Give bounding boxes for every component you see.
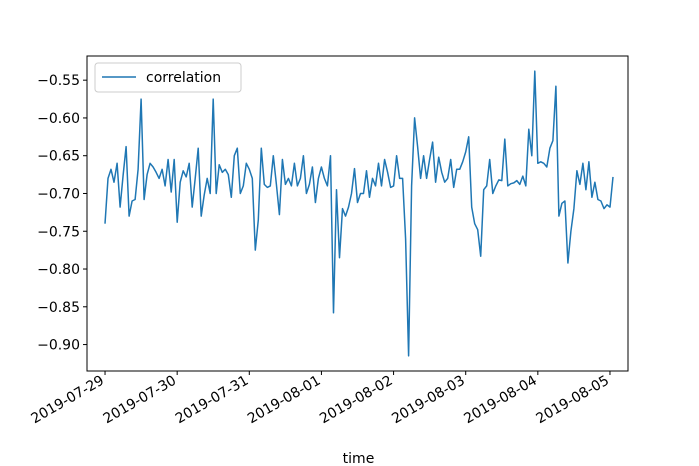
y-tick-label: −0.55 [37, 73, 80, 89]
legend-label-correlation: correlation [146, 70, 221, 86]
y-tick-label: −0.60 [37, 111, 80, 127]
y-tick-label: −0.70 [37, 186, 80, 202]
series-layer [104, 70, 614, 357]
x-tick-label: 2019-07-31 [173, 373, 251, 428]
y-tick-label: −0.75 [37, 224, 80, 240]
x-tick-label: 2019-08-02 [317, 373, 395, 428]
x-axis-ticks: 2019-07-292019-07-302019-07-312019-08-01… [29, 371, 612, 427]
x-tick-label: 2019-08-04 [461, 373, 540, 428]
x-tick-label: 2019-08-03 [389, 373, 467, 428]
x-tick-label: 2019-07-30 [101, 373, 179, 428]
x-axis-title: time [343, 451, 375, 466]
x-tick-label: 2019-08-01 [245, 373, 323, 428]
y-tick-label: −0.65 [37, 149, 80, 165]
series-line-correlation [104, 70, 614, 357]
x-tick-label: 2019-07-29 [29, 373, 107, 428]
legend-box [94, 62, 242, 93]
y-tick-label: −0.90 [37, 338, 80, 354]
x-tick-label: 2019-08-05 [533, 373, 611, 428]
y-tick-label: −0.80 [37, 262, 80, 278]
y-axis-ticks: −0.55 −0.60 −0.65 −0.70 −0.75 −0.80 −0.85 −0.90 [37, 73, 87, 354]
plot-frame [86, 55, 629, 372]
y-tick-label: −0.85 [37, 300, 80, 316]
legend: correlation [94, 62, 242, 93]
